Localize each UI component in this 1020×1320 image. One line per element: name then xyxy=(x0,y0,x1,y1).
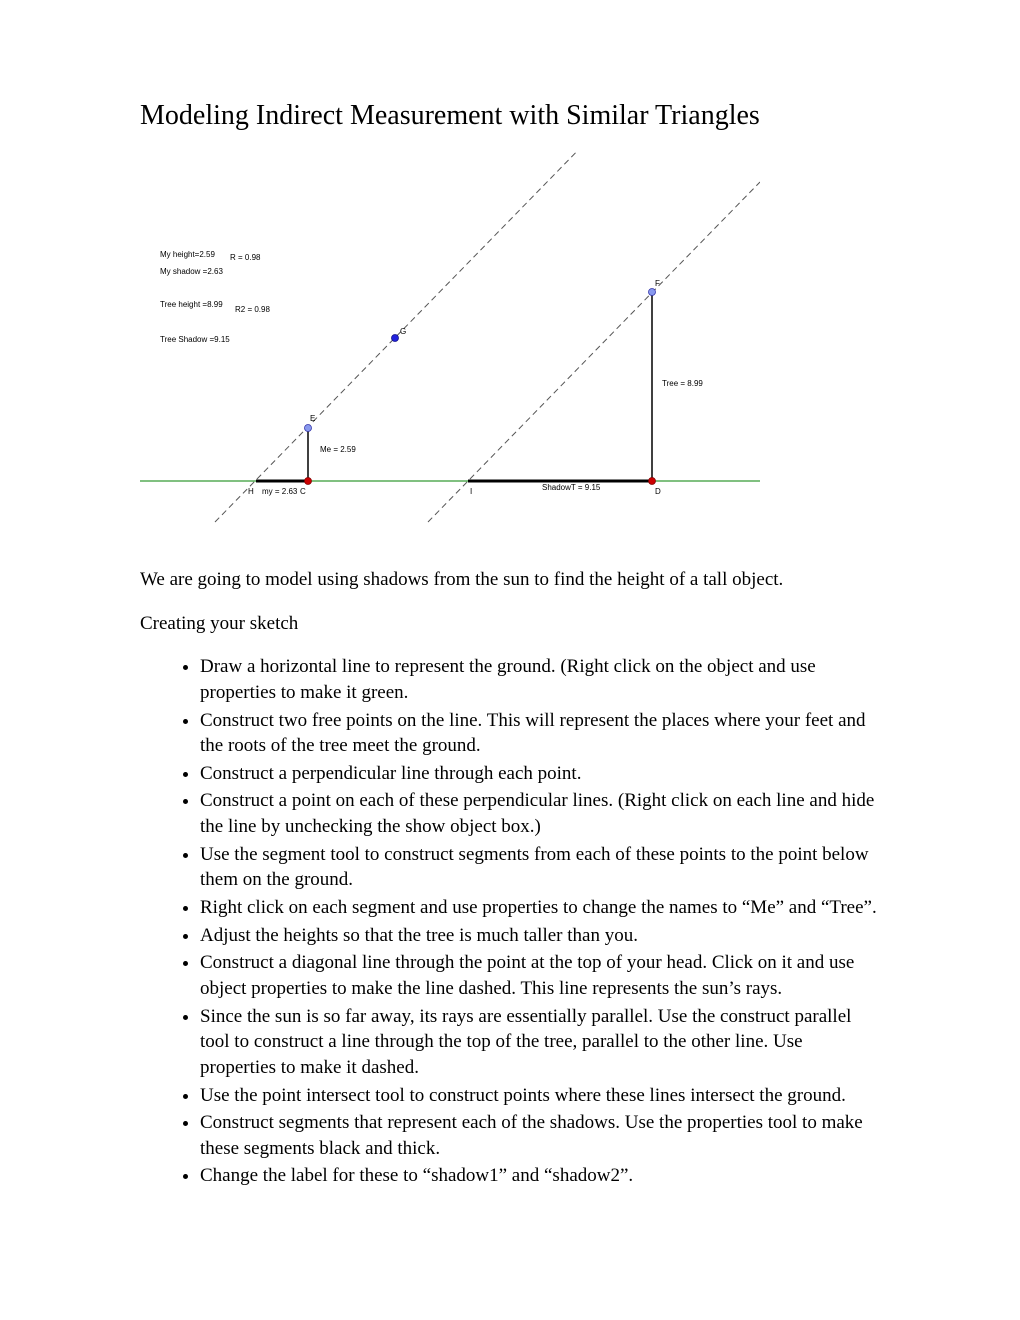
point-me-base xyxy=(305,478,312,485)
pt-letter-g: G xyxy=(400,327,406,336)
label-tree-height: Tree height =8.99 xyxy=(160,300,223,309)
diagram-figure: My height=2.59 My shadow =2.63 Tree heig… xyxy=(140,152,880,537)
list-item: Use the point intersect tool to construc… xyxy=(200,1083,880,1109)
label-tree: Tree = 8.99 xyxy=(662,379,703,388)
label-me: Me = 2.59 xyxy=(320,445,356,454)
label-r2: R2 = 0.98 xyxy=(235,305,270,314)
list-item: Construct segments that represent each o… xyxy=(200,1110,880,1161)
point-ray-angle xyxy=(392,335,399,342)
pt-letter-e: E xyxy=(310,414,315,423)
pt-letter-c: C xyxy=(300,487,306,496)
similar-triangles-diagram: My height=2.59 My shadow =2.63 Tree heig… xyxy=(140,152,760,532)
instructions-list: Draw a horizontal line to represent the … xyxy=(168,654,880,1189)
label-my: my = 2.63 xyxy=(262,487,298,496)
list-item: Change the label for these to “shadow1” … xyxy=(200,1163,880,1189)
label-my-shadow: My shadow =2.63 xyxy=(160,267,223,276)
point-tree-base xyxy=(649,478,656,485)
list-item: Use the segment tool to construct segmen… xyxy=(200,842,880,893)
label-my-height: My height=2.59 xyxy=(160,250,215,259)
label-r1: R = 0.98 xyxy=(230,253,261,262)
list-item: Adjust the heights so that the tree is m… xyxy=(200,923,880,949)
list-item: Construct a perpendicular line through e… xyxy=(200,761,880,787)
label-tree-shadow: Tree Shadow =9.15 xyxy=(160,335,230,344)
pt-letter-d: D xyxy=(655,487,661,496)
label-shadowt: ShadowT = 9.15 xyxy=(542,483,601,492)
point-tree-top xyxy=(649,289,656,296)
list-item: Right click on each segment and use prop… xyxy=(200,895,880,921)
list-item: Construct a point on each of these perpe… xyxy=(200,788,880,839)
list-item: Construct two free points on the line. T… xyxy=(200,708,880,759)
sun-ray-tree xyxy=(428,182,760,522)
point-me-top xyxy=(305,425,312,432)
pt-letter-i: I xyxy=(470,487,472,496)
intro-paragraph: We are going to model using shadows from… xyxy=(140,567,880,593)
pt-letter-h: H xyxy=(248,487,254,496)
list-item: Construct a diagonal line through the po… xyxy=(200,950,880,1001)
list-item: Draw a horizontal line to represent the … xyxy=(200,654,880,705)
list-item: Since the sun is so far away, its rays a… xyxy=(200,1004,880,1081)
page-title: Modeling Indirect Measurement with Simil… xyxy=(140,100,880,132)
pt-letter-f: F xyxy=(655,279,660,288)
section-heading: Creating your sketch xyxy=(140,611,880,637)
sun-ray-me xyxy=(215,152,590,522)
